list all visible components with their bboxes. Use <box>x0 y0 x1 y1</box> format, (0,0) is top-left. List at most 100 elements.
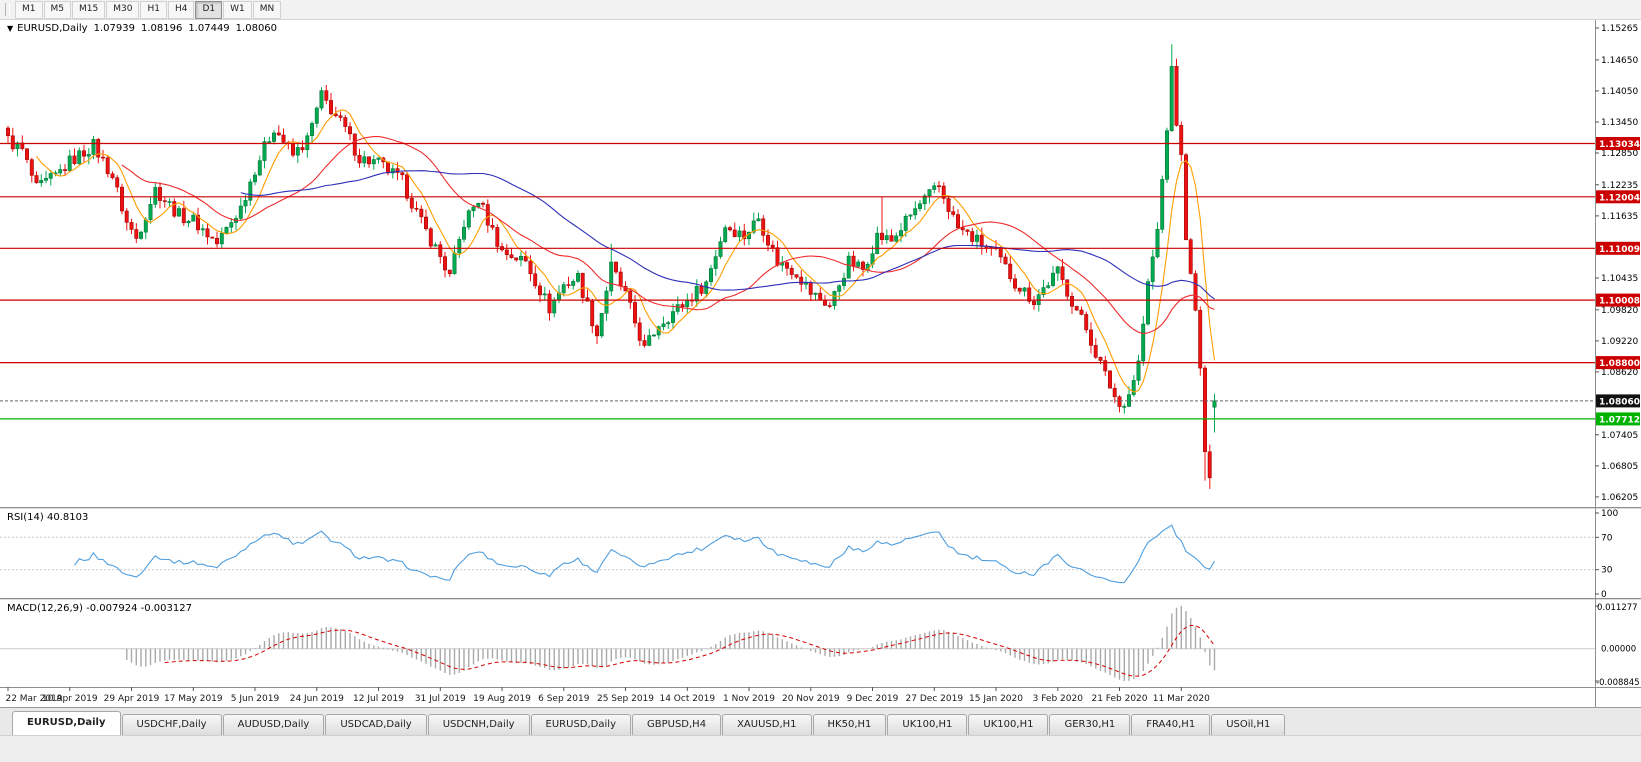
price-badge-1.13034: 1.13034 <box>1596 137 1640 150</box>
svg-text:11 Mar 2020: 11 Mar 2020 <box>1153 694 1210 704</box>
chart-tab-xauusd-h1[interactable]: XAUUSD,H1 <box>722 714 812 735</box>
rsi-line <box>74 524 1215 584</box>
chart-symbol-label: EURUSD,Daily <box>17 23 88 34</box>
svg-text:1.11009: 1.11009 <box>1599 245 1640 255</box>
chart-tab-eurusd-daily[interactable]: EURUSD,Daily <box>530 714 631 735</box>
svg-text:0: 0 <box>1601 590 1607 600</box>
chart-tab-usdchf-daily[interactable]: USDCHF,Daily <box>121 714 222 735</box>
price-badge-1.08800: 1.08800 <box>1596 356 1640 370</box>
price-badge-1.10008: 1.10008 <box>1596 293 1640 307</box>
svg-text:1.12235: 1.12235 <box>1601 181 1638 191</box>
svg-text:1 Nov 2019: 1 Nov 2019 <box>723 694 775 704</box>
svg-text:0.00000: 0.00000 <box>1601 645 1636 655</box>
svg-text:10 Apr 2019: 10 Apr 2019 <box>42 694 98 704</box>
svg-text:24 Jun 2019: 24 Jun 2019 <box>290 694 344 704</box>
timeframe-button-m1[interactable]: M1 <box>15 0 43 19</box>
svg-text:25 Sep 2019: 25 Sep 2019 <box>597 694 654 704</box>
svg-text:1.13034: 1.13034 <box>1599 140 1640 150</box>
price-badge-1.07712: 1.07712 <box>1596 412 1640 426</box>
macd-indicator-label: MACD(12,26,9) -0.007924 -0.003127 <box>7 603 192 614</box>
svg-text:22 Mar 2019: 22 Mar 2019 <box>5 694 62 704</box>
timeframe-button-group: M1 M5 M15 M30 H1 H4 D1 W1 MN <box>15 0 282 19</box>
svg-text:1.09820: 1.09820 <box>1601 306 1638 316</box>
rsi-panel: 100 70 30 0 <box>0 509 1618 600</box>
svg-text:29 Apr 2019: 29 Apr 2019 <box>104 694 160 704</box>
svg-text:1.14050: 1.14050 <box>1601 87 1638 97</box>
moving-average-7 <box>36 109 1216 393</box>
svg-text:1.15265: 1.15265 <box>1601 24 1638 34</box>
svg-text:-0.008845: -0.008845 <box>1596 678 1640 688</box>
price-axis: 1.15265 1.14650 1.14050 1.13450 1.12850 1.122… <box>1595 24 1638 503</box>
ohlc-open: 1.07939 <box>93 23 135 34</box>
timeframe-button-m30[interactable]: M30 <box>106 0 140 19</box>
price-badge-1.08060: 1.08060 <box>1596 394 1640 408</box>
svg-text:3 Feb 2020: 3 Feb 2020 <box>1033 694 1084 704</box>
chart-tab-fra40-h1[interactable]: FRA40,H1 <box>1131 714 1211 735</box>
chart-tab-audusd-daily[interactable]: AUDUSD,Daily <box>222 714 325 735</box>
svg-text:19 Aug 2019: 19 Aug 2019 <box>473 694 531 704</box>
chart-workspace: 1.15265 1.14650 1.14050 1.13450 1.12850 1.122… <box>0 20 1641 707</box>
moving-average-25 <box>121 135 1215 335</box>
chart-tab-usoil-h1[interactable]: USOil,H1 <box>1211 714 1286 735</box>
svg-text:1.08800: 1.08800 <box>1599 359 1640 369</box>
svg-text:20 Nov 2019: 20 Nov 2019 <box>782 694 840 704</box>
svg-text:0.011277: 0.011277 <box>1597 603 1638 613</box>
timeframe-button-w1[interactable]: W1 <box>223 0 252 19</box>
timeframe-button-m15[interactable]: M15 <box>72 0 106 19</box>
timeframe-button-d1[interactable]: D1 <box>195 0 223 19</box>
timeframe-toolbar: M1 M5 M15 M30 H1 H4 D1 W1 MN <box>0 0 1641 20</box>
svg-text:1.10008: 1.10008 <box>1599 297 1640 307</box>
rsi-indicator-label: RSI(14) 40.8103 <box>7 512 89 523</box>
timeframe-button-h4[interactable]: H4 <box>167 0 195 19</box>
chart-tab-uk100-h1[interactable]: UK100,H1 <box>887 714 968 735</box>
chart-tab-usdcad-daily[interactable]: USDCAD,Daily <box>325 714 427 735</box>
svg-text:1.07405: 1.07405 <box>1601 431 1638 441</box>
svg-text:12 Jul 2019: 12 Jul 2019 <box>353 694 404 704</box>
symbol-dropdown-icon[interactable]: ▼ <box>7 24 14 33</box>
price-badge-1.11009: 1.11009 <box>1596 241 1640 255</box>
chart-tab-eurusd-daily[interactable]: EURUSD,Daily <box>12 711 121 735</box>
svg-text:27 Dec 2019: 27 Dec 2019 <box>906 694 964 704</box>
svg-text:6 Sep 2019: 6 Sep 2019 <box>538 694 590 704</box>
chart-tab-gbpusd-h4[interactable]: GBPUSD,H4 <box>631 714 722 735</box>
svg-text:100: 100 <box>1601 509 1618 519</box>
svg-text:21 Feb 2020: 21 Feb 2020 <box>1091 694 1147 704</box>
chart-tab-bar: EURUSD,Daily USDCHF,Daily AUDUSD,Daily USDC… <box>0 707 1641 735</box>
svg-text:1.07712: 1.07712 <box>1599 415 1640 425</box>
svg-text:1.08060: 1.08060 <box>1599 397 1640 407</box>
chart-tab-ger30-h1[interactable]: GER30,H1 <box>1049 714 1131 735</box>
price-badge-1.12004: 1.12004 <box>1596 190 1640 204</box>
svg-text:15 Jan 2020: 15 Jan 2020 <box>969 694 1023 704</box>
svg-text:1.13450: 1.13450 <box>1601 118 1638 128</box>
timeframe-button-h1[interactable]: H1 <box>140 0 167 19</box>
chart-tab-usdcnh-daily[interactable]: USDCNH,Daily <box>427 714 530 735</box>
moving-average-50 <box>240 170 1215 300</box>
svg-text:1.12004: 1.12004 <box>1599 193 1640 203</box>
svg-text:17 May 2019: 17 May 2019 <box>164 694 223 704</box>
svg-text:1.06805: 1.06805 <box>1601 462 1638 472</box>
svg-text:1.12850: 1.12850 <box>1601 149 1638 159</box>
toolbar-grip[interactable] <box>5 3 10 16</box>
svg-text:31 Jul 2019: 31 Jul 2019 <box>415 694 466 704</box>
chart-tab-uk100-h1[interactable]: UK100,H1 <box>968 714 1049 735</box>
macd-signal-line <box>164 624 1215 677</box>
chart-canvas[interactable]: 1.15265 1.14650 1.14050 1.13450 1.12850 1.122… <box>0 20 1641 707</box>
macd-panel: 0.011277 0.00000 -0.008845 <box>0 603 1640 688</box>
ohlc-high: 1.08196 <box>140 23 183 34</box>
status-bar <box>0 735 1641 762</box>
svg-text:70: 70 <box>1601 533 1613 543</box>
ohlc-low: 1.07449 <box>188 23 230 34</box>
svg-text:1.06205: 1.06205 <box>1601 493 1638 503</box>
svg-text:1.10435: 1.10435 <box>1601 274 1638 284</box>
svg-text:30: 30 <box>1601 566 1613 576</box>
timeframe-button-m5[interactable]: M5 <box>43 0 71 19</box>
svg-text:5 Jun 2019: 5 Jun 2019 <box>231 694 280 704</box>
svg-text:1.09220: 1.09220 <box>1601 337 1638 347</box>
chart-tab-hk50-h1[interactable]: HK50,H1 <box>812 714 887 735</box>
timeframe-button-mn[interactable]: MN <box>252 0 282 19</box>
chart-header: ▼ EURUSD,Daily 1.07939 1.08196 1.07449 1.0806… <box>7 23 277 34</box>
svg-text:14 Oct 2019: 14 Oct 2019 <box>659 694 715 704</box>
svg-text:9 Dec 2019: 9 Dec 2019 <box>847 694 899 704</box>
